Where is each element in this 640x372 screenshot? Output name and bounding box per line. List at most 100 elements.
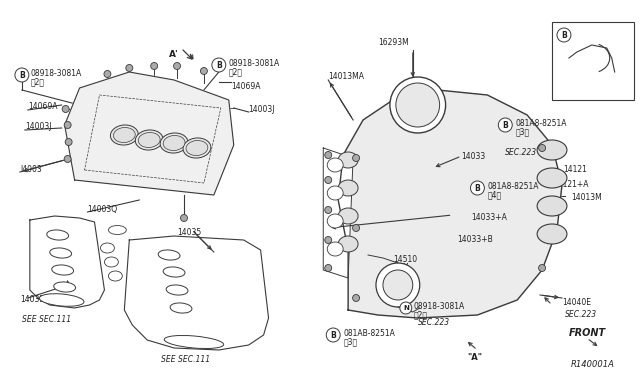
Ellipse shape <box>47 230 68 240</box>
Text: 14040E: 14040E <box>562 298 591 307</box>
Text: SEC.223: SEC.223 <box>565 310 597 319</box>
Text: 14035: 14035 <box>20 295 44 304</box>
Circle shape <box>353 154 360 161</box>
Circle shape <box>64 122 71 128</box>
Circle shape <box>324 237 332 244</box>
Text: B: B <box>216 61 221 70</box>
Circle shape <box>64 155 71 163</box>
Text: 14003J: 14003J <box>249 105 275 114</box>
Text: 14003J: 14003J <box>25 122 51 131</box>
Circle shape <box>324 151 332 158</box>
Ellipse shape <box>135 130 163 150</box>
Bar <box>552 22 634 100</box>
Ellipse shape <box>164 336 224 349</box>
Ellipse shape <box>52 265 74 275</box>
Text: 0B1AB-8161A: 0B1AB-8161A <box>574 29 626 38</box>
Circle shape <box>65 138 72 145</box>
Polygon shape <box>124 236 269 350</box>
Text: （4）: （4） <box>574 37 588 46</box>
Text: 08918-3081A: 08918-3081A <box>414 302 465 311</box>
Ellipse shape <box>138 132 160 148</box>
Circle shape <box>557 28 571 42</box>
Ellipse shape <box>327 242 343 256</box>
Ellipse shape <box>183 138 211 158</box>
Text: 14510: 14510 <box>393 255 417 264</box>
Ellipse shape <box>327 214 343 228</box>
Ellipse shape <box>160 133 188 153</box>
Ellipse shape <box>100 243 115 253</box>
Text: 081A8-8251A: 081A8-8251A <box>488 182 539 191</box>
Text: （3）: （3） <box>515 127 529 136</box>
Text: 08918-3081A: 08918-3081A <box>31 69 82 78</box>
Ellipse shape <box>108 225 126 234</box>
Text: B: B <box>19 71 25 80</box>
Ellipse shape <box>537 140 567 160</box>
Text: 14033: 14033 <box>461 152 486 161</box>
Ellipse shape <box>170 303 192 313</box>
Text: B: B <box>502 121 508 129</box>
Circle shape <box>390 77 445 133</box>
Circle shape <box>104 71 111 77</box>
Circle shape <box>15 68 29 82</box>
Ellipse shape <box>537 224 567 244</box>
Text: "A": "A" <box>467 353 483 362</box>
Circle shape <box>353 224 360 231</box>
Text: （4）: （4） <box>488 190 502 199</box>
Ellipse shape <box>111 125 138 145</box>
Text: 081A8-8251A: 081A8-8251A <box>515 119 567 128</box>
Circle shape <box>539 144 545 151</box>
Text: SEE SEC.111: SEE SEC.111 <box>161 355 211 364</box>
Ellipse shape <box>537 196 567 216</box>
Text: （2）: （2） <box>228 67 243 76</box>
Text: 14121: 14121 <box>563 165 587 174</box>
Ellipse shape <box>338 152 358 168</box>
Text: SEE SEC.111: SEE SEC.111 <box>22 315 71 324</box>
Circle shape <box>180 215 188 221</box>
Ellipse shape <box>163 267 185 277</box>
Ellipse shape <box>338 208 358 224</box>
Circle shape <box>400 302 412 314</box>
Circle shape <box>470 181 484 195</box>
Circle shape <box>396 83 440 127</box>
Ellipse shape <box>338 180 358 196</box>
Text: 14033+B: 14033+B <box>458 235 493 244</box>
Circle shape <box>376 263 420 307</box>
Text: 14035: 14035 <box>177 228 202 237</box>
Circle shape <box>539 264 545 272</box>
Ellipse shape <box>163 135 185 151</box>
Ellipse shape <box>186 141 208 155</box>
Circle shape <box>326 328 340 342</box>
Ellipse shape <box>537 168 567 188</box>
Polygon shape <box>323 148 353 278</box>
Circle shape <box>62 106 69 112</box>
Circle shape <box>150 62 157 70</box>
Text: （6）: （6） <box>552 172 566 181</box>
Text: （2）: （2） <box>414 310 428 319</box>
Text: 081AB-8251A: 081AB-8251A <box>343 329 395 338</box>
Ellipse shape <box>166 285 188 295</box>
Text: 16293M: 16293M <box>378 38 409 47</box>
Text: 14069A: 14069A <box>231 82 260 91</box>
Text: 14121+A: 14121+A <box>553 180 589 189</box>
Text: （2）: （2） <box>31 77 45 86</box>
Circle shape <box>324 206 332 214</box>
Text: 14033+A: 14033+A <box>472 213 508 222</box>
Text: B: B <box>474 183 480 192</box>
Text: SEC.223: SEC.223 <box>506 148 538 157</box>
Polygon shape <box>30 216 104 308</box>
Ellipse shape <box>108 271 122 281</box>
Text: B: B <box>561 31 567 39</box>
Ellipse shape <box>104 257 118 267</box>
Text: 14017: 14017 <box>590 85 614 94</box>
Ellipse shape <box>327 186 343 200</box>
Text: SEC.223: SEC.223 <box>418 318 450 327</box>
Text: 14013M: 14013M <box>571 193 602 202</box>
Ellipse shape <box>327 158 343 172</box>
Circle shape <box>324 264 332 272</box>
Ellipse shape <box>54 282 76 292</box>
Text: A': A' <box>169 50 179 59</box>
Text: 08918-3081A: 08918-3081A <box>228 59 280 68</box>
Circle shape <box>173 62 180 70</box>
Circle shape <box>604 36 610 44</box>
Text: 14013MA: 14013MA <box>328 72 364 81</box>
